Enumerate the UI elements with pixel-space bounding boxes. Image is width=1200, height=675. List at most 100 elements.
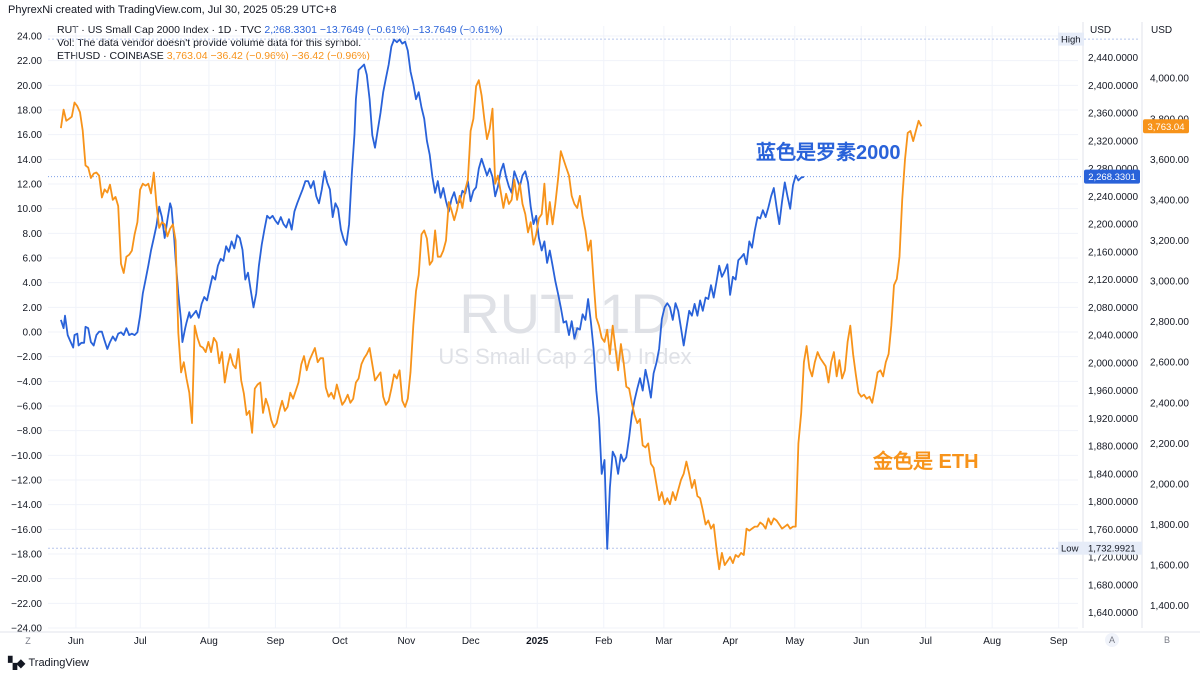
legend-rut-change: −13.7649 (−0.61%): [319, 24, 410, 36]
eth-axis-tick-label: 1,600.00: [1150, 561, 1189, 572]
rut-price-axis[interactable]: USD 2,440.0000 2,400.0000 2,360.0000 2,320.0…: [1082, 22, 1138, 628]
rut-axis-tick-label: 1,720.0000: [1088, 553, 1138, 564]
eth-axis-tick-label: 2,400.00: [1150, 398, 1189, 409]
eth-axis-tick-label: 2,800.00: [1150, 317, 1189, 328]
tradingview-brand[interactable]: ▚◆ TradingView: [8, 656, 89, 670]
time-axis-tick-label: Aug: [983, 636, 1001, 647]
rut-last-price-label: 2,268.3301: [1088, 172, 1136, 183]
rut-axis-tick-label: 2,320.0000: [1088, 136, 1138, 147]
rut-axis-tick-label: 2,080.0000: [1088, 303, 1138, 314]
auto-scale-button[interactable]: A: [1109, 635, 1115, 645]
left-axis-tick-label: 8.00: [23, 229, 43, 240]
left-axis-tick-label: 12.00: [17, 180, 42, 191]
annotation-orange-label: 金色是 ETH: [873, 445, 979, 474]
series-line-rut[interactable]: [60, 38, 805, 550]
chart-credit: PhyrexNi created with TradingView.com, J…: [8, 4, 337, 16]
rut-axis-tick-label: 2,400.0000: [1088, 81, 1138, 92]
eth-last-price-tag: [1143, 119, 1189, 134]
auto-scale-button-bg[interactable]: [1105, 633, 1119, 647]
eth-axis-tick-label: 2,600.00: [1150, 358, 1189, 369]
low-tag-label: Low: [1061, 544, 1079, 555]
eth-axis-tick-label: 4,000.00: [1150, 74, 1189, 85]
legend-eth-row[interactable]: ETHUSD · COINBASE 3,763.04 −36.42 (−0.96…: [57, 50, 503, 63]
time-axis-tick-label: Jun: [853, 636, 869, 647]
time-axis-tick-label: Mar: [655, 636, 673, 647]
left-axis-tick-label: −2.00: [17, 352, 43, 363]
left-axis-tick-label: −10.00: [11, 451, 42, 462]
time-axis-tick-label: Jun: [68, 636, 84, 647]
rut-last-price-tag: [1084, 169, 1140, 184]
left-axis-tick-label: 4.00: [23, 278, 43, 289]
eth-axis-tick-label: 1,800.00: [1150, 520, 1189, 531]
time-axis-tick-label: Oct: [332, 636, 348, 647]
rut-axis-tick-label: 2,200.0000: [1088, 220, 1138, 231]
rut-axis-tick-label: 1,640.0000: [1088, 608, 1138, 619]
series-layer: [60, 38, 923, 571]
left-axis-tick-label: −4.00: [17, 377, 43, 388]
time-axis-tick-label: Apr: [723, 636, 739, 647]
legend-eth-symbol: ETHUSD · COINBASE: [57, 50, 164, 62]
time-axis-tick-label: Dec: [462, 636, 480, 647]
left-axis-tick-label: −18.00: [11, 550, 42, 561]
annotation-blue-text: 蓝色是罗素2000: [756, 142, 901, 164]
eth-axis-tick-label: 3,200.00: [1150, 236, 1189, 247]
rut-axis-tick-label: 2,040.0000: [1088, 331, 1138, 342]
left-axis-tick-label: 24.00: [17, 32, 42, 43]
eth-axis-tick-label: 2,000.00: [1150, 479, 1189, 490]
eth-axis-tick-label: 3,000.00: [1150, 277, 1189, 288]
legend-rut-symbol: RUT · US Small Cap 2000 Index · 1D · TVC: [57, 24, 262, 36]
legend-eth-change-pct: −36.42 (−0.96%): [291, 50, 370, 62]
low-tag-bg: [1058, 541, 1142, 555]
high-tag-bg: [1058, 32, 1084, 46]
left-axis-tick-label: 10.00: [17, 204, 42, 215]
tradingview-brand-text: TradingView: [28, 657, 90, 669]
scale-settings-button[interactable]: B: [1164, 635, 1170, 645]
legend-rut-row[interactable]: RUT · US Small Cap 2000 Index · 1D · TVC…: [57, 24, 503, 37]
legend-eth-price: 3,763.04: [166, 50, 208, 62]
rut-axis-tick-label: 2,120.0000: [1088, 275, 1138, 286]
left-axis-tick-label: 20.00: [17, 81, 42, 92]
eth-axis-tick-label: 2,200.00: [1150, 439, 1189, 450]
rut-axis-tick-label: 1,840.0000: [1088, 469, 1138, 480]
tradingview-logo-icon: ▚◆: [8, 656, 25, 670]
high-tag-label: High: [1061, 35, 1081, 46]
left-axis-tick-label: 14.00: [17, 155, 42, 166]
legend-rut-price: 2,268.3301: [264, 24, 317, 36]
time-axis-tick-label: Nov: [397, 636, 415, 647]
left-axis-tick-label: 22.00: [17, 56, 42, 67]
time-axis[interactable]: Jun Jul Aug Sep Oct Nov Dec 2025 Feb Mar Apr May Jun…: [0, 631, 1200, 647]
left-axis-tick-label: −16.00: [11, 525, 42, 536]
price-tags: High Low 1,732.9921 2,268.3301 3,763.04: [1058, 32, 1189, 555]
time-axis-tick-label: Jul: [134, 636, 147, 647]
rut-axis-tick-label: 1,800.0000: [1088, 497, 1138, 508]
watermark-subtitle: US Small Cap 2000 Index: [438, 344, 691, 369]
low-tag-value: 1,732.9921: [1088, 544, 1136, 555]
rut-axis-tick-label: 2,280.0000: [1088, 164, 1138, 175]
series-line-ethusd[interactable]: [60, 79, 923, 571]
eth-last-price-label: 3,763.04: [1148, 122, 1185, 133]
rut-axis-tick-label: 1,920.0000: [1088, 414, 1138, 425]
rut-axis-tick-label: 2,160.0000: [1088, 247, 1138, 258]
time-axis-tick-label: 2025: [526, 636, 549, 647]
left-axis-tick-label: 18.00: [17, 106, 42, 117]
left-axis-tick-label: 16.00: [17, 130, 42, 141]
legend-rut-change-pct: −13.7649 (−0.61%): [412, 24, 503, 36]
left-axis-tick-label: 6.00: [23, 254, 43, 265]
time-axis-tick-label: Sep: [1050, 636, 1068, 647]
eth-axis-tick-label: 3,600.00: [1150, 155, 1189, 166]
left-axis-tick-label: −6.00: [17, 402, 43, 413]
zoom-button[interactable]: Z: [25, 636, 31, 646]
eth-price-axis[interactable]: USD4,000.003,800.003,600.003,400.003,200…: [1141, 22, 1189, 628]
left-axis-tick-label: −24.00: [11, 624, 42, 635]
time-axis-tick-label: Jul: [919, 636, 932, 647]
eth-axis-currency: USD: [1151, 25, 1172, 36]
rut-axis-tick-label: 2,000.0000: [1088, 358, 1138, 369]
rut-axis-tick-label: 1,680.0000: [1088, 580, 1138, 591]
left-axis-tick-label: −20.00: [11, 574, 42, 585]
rut-axis-currency: USD: [1090, 25, 1111, 36]
rut-axis-tick-label: 1,960.0000: [1088, 386, 1138, 397]
left-axis[interactable]: 24.00 22.00 20.00 18.00 16.00 14.00 12.00 10.00…: [11, 32, 42, 635]
left-axis-tick-label: 0.00: [23, 328, 43, 339]
time-axis-tick-label: Sep: [267, 636, 285, 647]
